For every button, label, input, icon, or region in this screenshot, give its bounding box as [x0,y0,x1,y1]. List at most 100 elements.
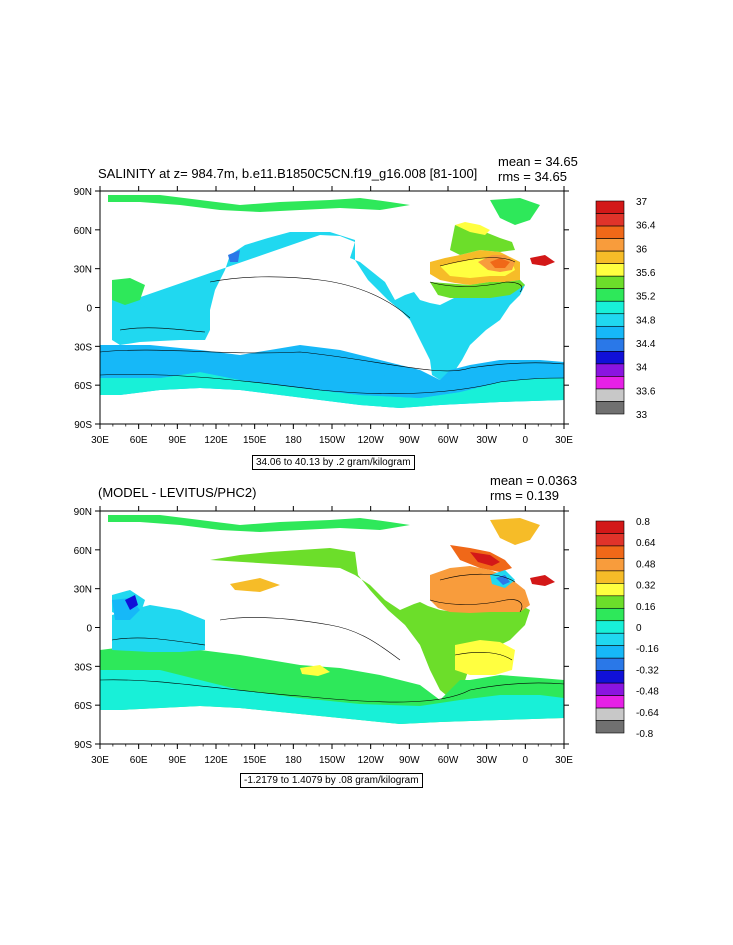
panel2-axes: 90N 60N 30N 0 30S 60S 90S 30E 60E 90E 120E 150E 180 1… [74,506,573,766]
panel2-lon-label: 90W [399,755,420,766]
panel1-lon-label: 90W [399,435,420,446]
panel2-lon-label: 30E [91,755,109,766]
panel1-colorbar: 37 36.4 36 35.6 35.2 34.8 34.4 34 33.6 33 [595,197,656,421]
panel2-colorbar-swatch [595,695,625,709]
panel2-lat-label: 90S [74,740,92,751]
panel1-lat-label: 60N [74,226,92,237]
panel2-colorbar-swatch [595,645,625,659]
panel1-map [99,190,565,425]
panel1-colorbar-swatch [595,238,625,252]
panel2-lon-label: 90E [168,755,186,766]
panel2-mean: mean = 0.0363 [490,473,578,488]
panel2-footnote: -1.2179 to 1.4079 by .08 gram/kilogram [240,773,423,788]
panel1-colorbar-swatch [595,200,625,214]
panel2-colorbar-swatch [595,720,625,734]
panel1-colorbar-swatch [595,213,625,227]
panel1-colorbar-swatch [595,376,625,390]
panel2-lon-label: 150E [243,755,267,766]
panel2-lat-label: 90N [74,507,92,518]
panel2-colorbar-swatch [595,533,625,547]
panel1-lon-label: 120E [204,435,228,446]
panel1-colorbar-label: 35.6 [636,268,656,279]
panel2-lon-label: 150W [319,755,346,766]
panel1-lon-label: 180 [285,435,302,446]
panel1-lat-label: 90S [74,420,92,431]
panel2-lon-label: 60E [130,755,148,766]
panel1-colorbar-swatch [595,325,625,340]
panel1-rms: rms = 34.65 [498,169,568,184]
panel2-colorbar-swatch [595,607,625,622]
panel1-lon-label: 30E [555,435,573,446]
panel1-lon-label: 60E [130,435,148,446]
panel1-lon-label: 150E [243,435,267,446]
panel2-colorbar-label: -0.48 [636,687,659,698]
panel1-lat-label: 90N [74,187,92,198]
panel1-colorbar-swatch [595,225,625,239]
panel1-colorbar-label: 34 [636,363,648,374]
panel1-lon-label: 30W [476,435,497,446]
panel1-lon-label: 120W [358,435,385,446]
panel2-colorbar-swatch [595,570,625,584]
panel1-colorbar-swatch [595,250,625,264]
panel2-colorbar-swatch [595,670,625,684]
panel2-colorbar-label: 0.64 [636,538,656,549]
panel2-colorbar-swatch [595,558,625,572]
panel1-colorbar-swatch [595,388,625,402]
panel1-lon-label: 0 [523,435,529,446]
panel2-colorbar-swatch [595,682,625,696]
panel2-lat-label: 0 [86,624,92,635]
panel2-lon-label: 0 [523,755,529,766]
panel1-colorbar-label: 33.6 [636,386,656,397]
panel1-colorbar-swatch [595,288,625,302]
panel2-lat-label: 30S [74,662,92,673]
panel1-colorbar-swatch [595,338,625,352]
panel2-lon-label: 120E [204,755,228,766]
panel1-colorbar-swatch [595,263,625,277]
panel2-colorbar-swatch [595,657,625,671]
panel2-map [99,510,565,745]
panel1-title: SALINITY at z= 984.7m, b.e11.B1850C5CN.f… [98,166,478,181]
panel1-colorbar-label: 34.8 [636,315,656,326]
panel2-lat-label: 60S [74,701,92,712]
panel1-colorbar-swatch [595,275,625,290]
panel2-colorbar-swatch [595,707,625,721]
panel2-lat-label: 30N [74,585,92,596]
panel1-colorbar-swatch [595,363,625,377]
panel2-title: (MODEL - LEVITUS/PHC2) [98,485,257,500]
panel1-lon-label: 150W [319,435,346,446]
panel1-lat-label: 0 [86,304,92,315]
panel1-colorbar-swatch [595,313,625,327]
panel2-colorbar-swatch [595,583,625,597]
panel1-colorbar-label: 37 [636,197,648,208]
panel1-colorbar-swatch [595,351,625,365]
panel2-colorbar-label: -0.8 [636,729,654,740]
panel2-lon-label: 30W [476,755,497,766]
panel2-colorbar-label: 0.32 [636,581,656,592]
panel1-lat-label: 30N [74,265,92,276]
panel2-lon-label: 180 [285,755,302,766]
panel2-colorbar-label: 0.8 [636,517,650,528]
panel1-colorbar-label: 35.2 [636,292,656,303]
panel1-lon-label: 90E [168,435,186,446]
panel2-lat-label: 60N [74,546,92,557]
panel2-colorbar-swatch [595,632,625,647]
panel2-colorbar-label: 0.48 [636,559,656,570]
panel1-axes: 90N 60N 30N 0 30S 60S 90S 30E 60E 90E 120E 150E 180 1… [74,186,573,446]
panel2-colorbar-swatch [595,620,625,634]
panel1-lon-label: 30E [91,435,109,446]
panel2-colorbar-label: -0.32 [636,665,659,676]
panel1-lat-label: 30S [74,342,92,353]
panel1-colorbar-swatch [595,300,625,315]
panel2-rms: rms = 0.139 [490,488,560,503]
panel1-colorbar-swatch [595,401,625,415]
panel2-colorbar-label: 0 [636,623,642,634]
panel2-lon-label: 60W [438,755,459,766]
panel2-colorbar-swatch [595,520,625,534]
panel1-colorbar-label: 36 [636,244,648,255]
panel1-lon-label: 60W [438,435,459,446]
panel2-colorbar-swatch [595,545,625,559]
panel1-footnote: 34.06 to 40.13 by .2 gram/kilogram [252,455,415,470]
panel1-colorbar-label: 33 [636,410,648,421]
panel2-colorbar-swatch [595,595,625,609]
